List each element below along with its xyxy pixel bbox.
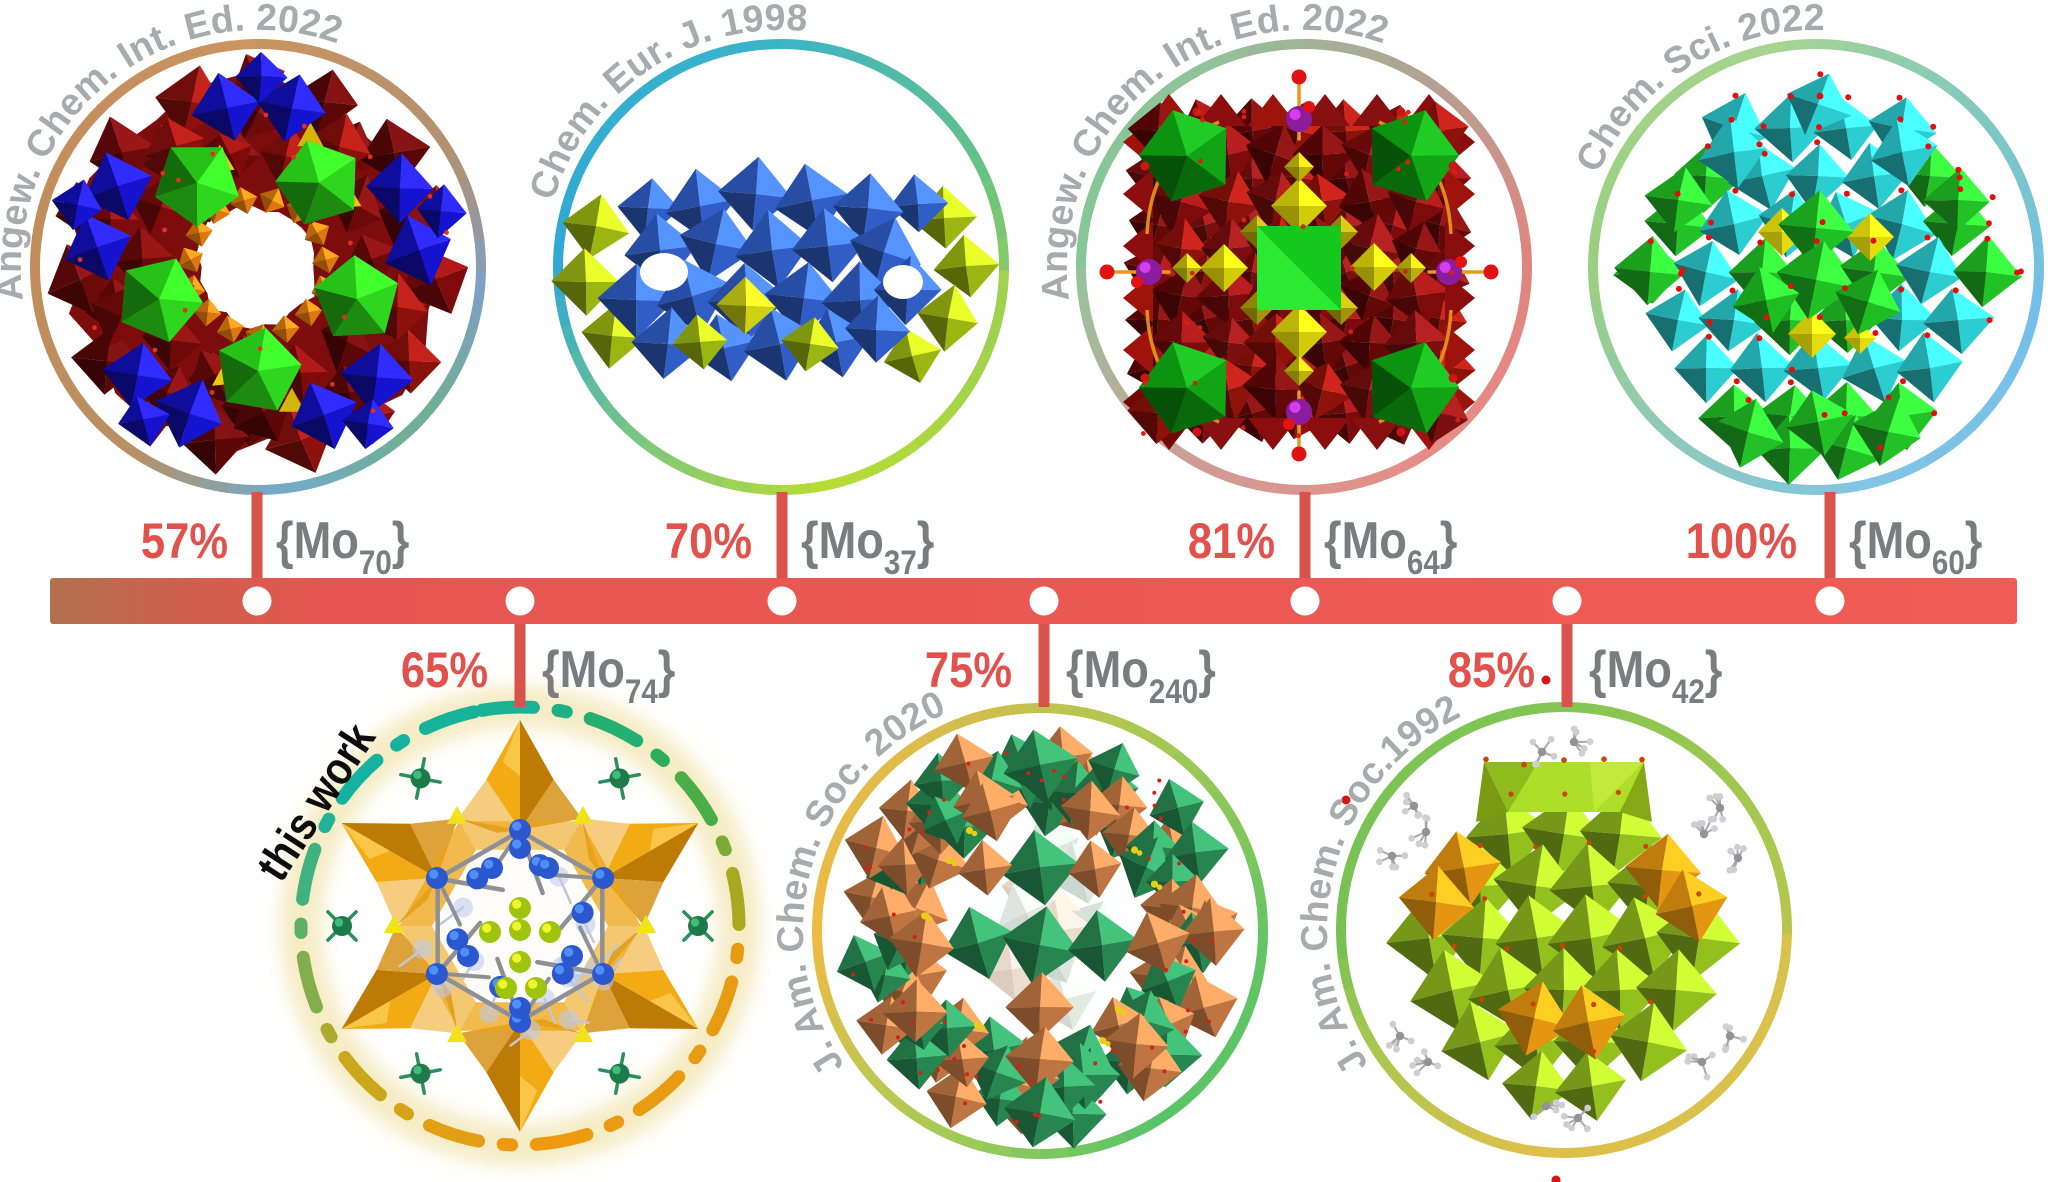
svg-text:70%: 70%: [665, 513, 752, 568]
svg-text:85%: 85%: [1448, 642, 1535, 697]
svg-text:81%: 81%: [1188, 513, 1275, 568]
svg-text:100%: 100%: [1686, 513, 1797, 568]
svg-text:65%: 65%: [401, 642, 488, 697]
svg-text:75%: 75%: [925, 642, 1012, 697]
svg-text:57%: 57%: [141, 513, 228, 568]
